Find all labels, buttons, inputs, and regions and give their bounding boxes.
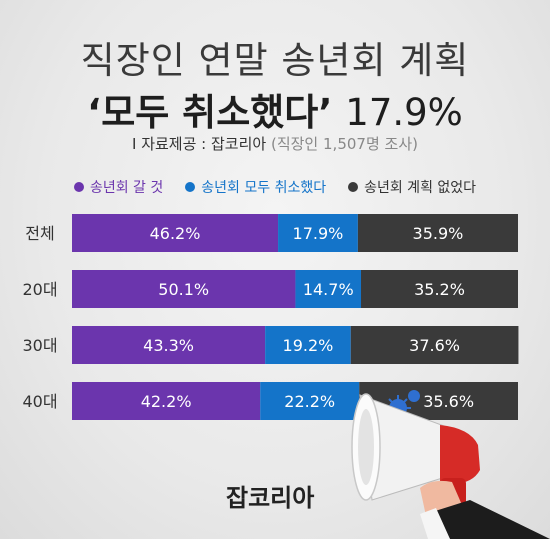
- category-label: 전체: [25, 224, 54, 243]
- bar-no-plan: [350, 326, 519, 364]
- bar-will-attend: [72, 214, 279, 252]
- legend-label: 송년회 계획 없었다: [364, 180, 477, 196]
- bar-no-plan: [357, 214, 518, 252]
- data-label: 42.2%: [141, 392, 192, 411]
- brand-logo-text: 잡코리아: [226, 484, 315, 512]
- legend-dot-icon: [73, 182, 84, 192]
- bar-will-attend: [72, 326, 266, 364]
- legend-dot-icon: [348, 182, 359, 192]
- megaphone-icon: [351, 390, 550, 539]
- source-note: (직장인 1,507명 조사): [270, 135, 418, 153]
- data-label: 22.2%: [284, 392, 335, 411]
- subtitle-quote: ‘모두 취소했다’: [87, 91, 333, 134]
- category-label: 20대: [22, 280, 57, 299]
- data-label: 35.9%: [413, 224, 464, 243]
- chart-title: 직장인 연말 송년회 계획: [80, 39, 470, 82]
- data-label: 14.7%: [303, 280, 354, 299]
- bars-group: 전체 46.2% 17.9% 35.9% 20대 50.1% 14.7% 35.2% 30대 43…: [22, 214, 519, 420]
- legend-dot-icon: [185, 182, 196, 192]
- legend-label: 송년회 갈 것: [89, 180, 164, 196]
- bar-will-attend: [72, 270, 296, 308]
- subtitle-value: 17.9%: [345, 91, 463, 134]
- data-label: 35.6%: [423, 392, 474, 411]
- category-label: 30대: [22, 336, 57, 355]
- legend-item-will-attend: 송년회 갈 것: [73, 177, 164, 197]
- data-label: 46.2%: [150, 224, 201, 243]
- chart-subtitle: ‘모두 취소했다’ 17.9%: [0, 82, 550, 136]
- legend-item-no-plan: 송년회 계획 없었다: [348, 177, 476, 197]
- bar-all-canceled: [260, 382, 360, 420]
- legend-label: 송년회 모두 취소했다: [201, 180, 327, 196]
- bar-all-canceled: [295, 270, 362, 308]
- category-label: 40대: [22, 392, 57, 411]
- bar-all-canceled: [278, 214, 358, 252]
- data-label: 19.2%: [283, 336, 334, 355]
- source-line: I 자료제공 : 잡코리아 (직장인 1,507명 조사): [0, 133, 550, 154]
- bar-no-plan: [361, 270, 518, 308]
- data-label: 17.9%: [293, 224, 344, 243]
- data-label: 50.1%: [158, 280, 209, 299]
- data-label: 43.3%: [143, 336, 194, 355]
- data-label: 37.6%: [409, 336, 460, 355]
- legend: 송년회 갈 것 송년회 모두 취소했다 송년회 계획 없었다: [0, 177, 550, 197]
- bar-all-canceled: [265, 326, 351, 364]
- legend-item-all-canceled: 송년회 모두 취소했다: [185, 177, 326, 197]
- source-label: I 자료제공 : 잡코리아: [132, 135, 267, 153]
- data-label: 35.2%: [414, 280, 465, 299]
- bar-will-attend: [72, 382, 261, 420]
